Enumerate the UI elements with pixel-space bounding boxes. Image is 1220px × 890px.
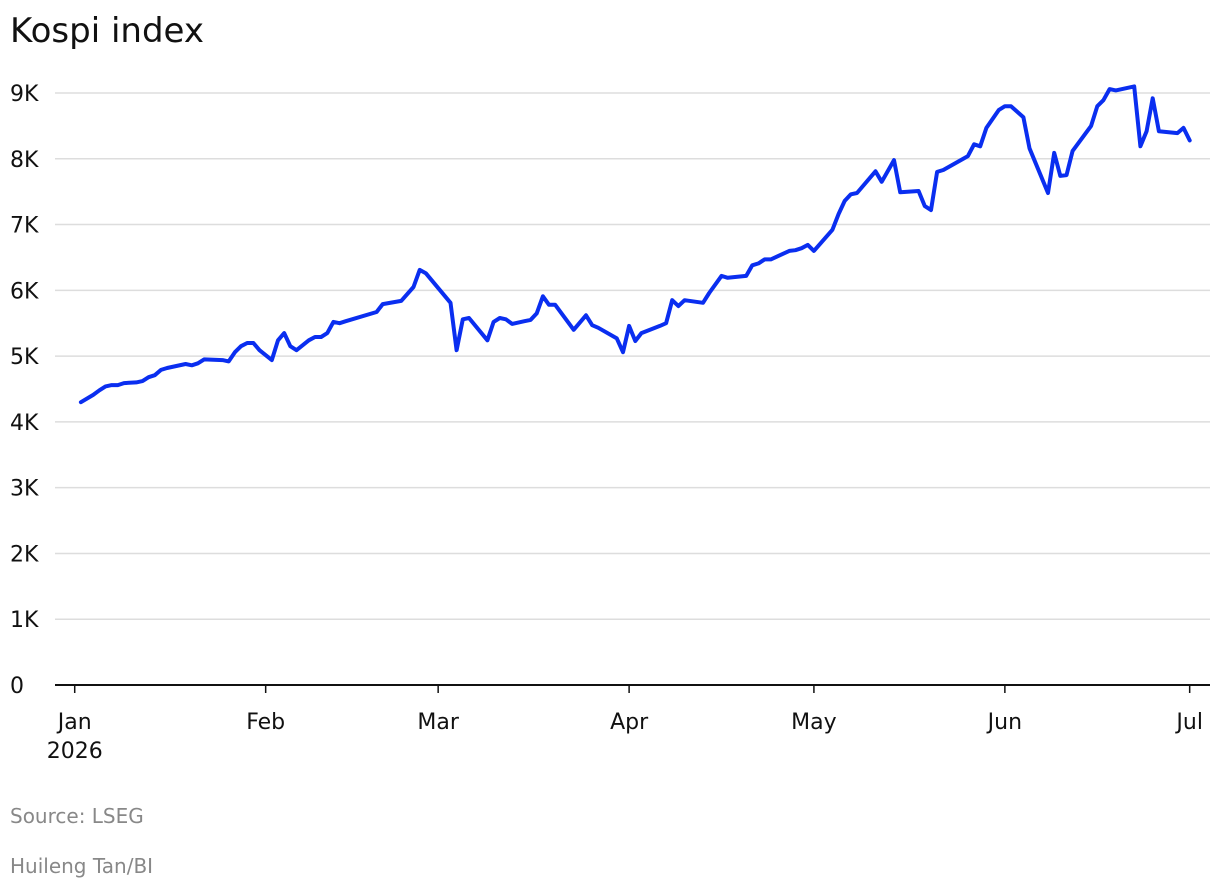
- x-tick-label: Mar: [417, 710, 459, 735]
- x-tick-label: May: [791, 710, 836, 735]
- x-tick-year: 2026: [47, 739, 103, 764]
- source: Source: LSEG: [10, 804, 144, 828]
- y-tick-label: 1K: [10, 608, 39, 633]
- y-tick-label: 7K: [10, 214, 39, 239]
- y-tick-label: 9K: [10, 82, 39, 107]
- y-tick-label: 6K: [10, 279, 39, 304]
- x-tick-label: Jan: [56, 710, 92, 735]
- y-tick-label: 3K: [10, 477, 39, 502]
- line: [78, 84, 1192, 405]
- x-tick-label: Jul: [1174, 710, 1203, 735]
- x-tick-label: Jun: [986, 710, 1022, 735]
- y-tick-label: 2K: [10, 542, 39, 567]
- y-tick-label: 0: [10, 674, 24, 699]
- credit: Huileng Tan/BI: [10, 854, 153, 878]
- x-tick-label: Apr: [610, 710, 649, 735]
- y-tick-label: 8K: [10, 148, 39, 173]
- y-tick-label: 5K: [10, 345, 39, 370]
- x-tick-label: Feb: [246, 710, 285, 735]
- chart-title: Kospi index: [10, 11, 204, 51]
- y-tick-label: 4K: [10, 411, 39, 436]
